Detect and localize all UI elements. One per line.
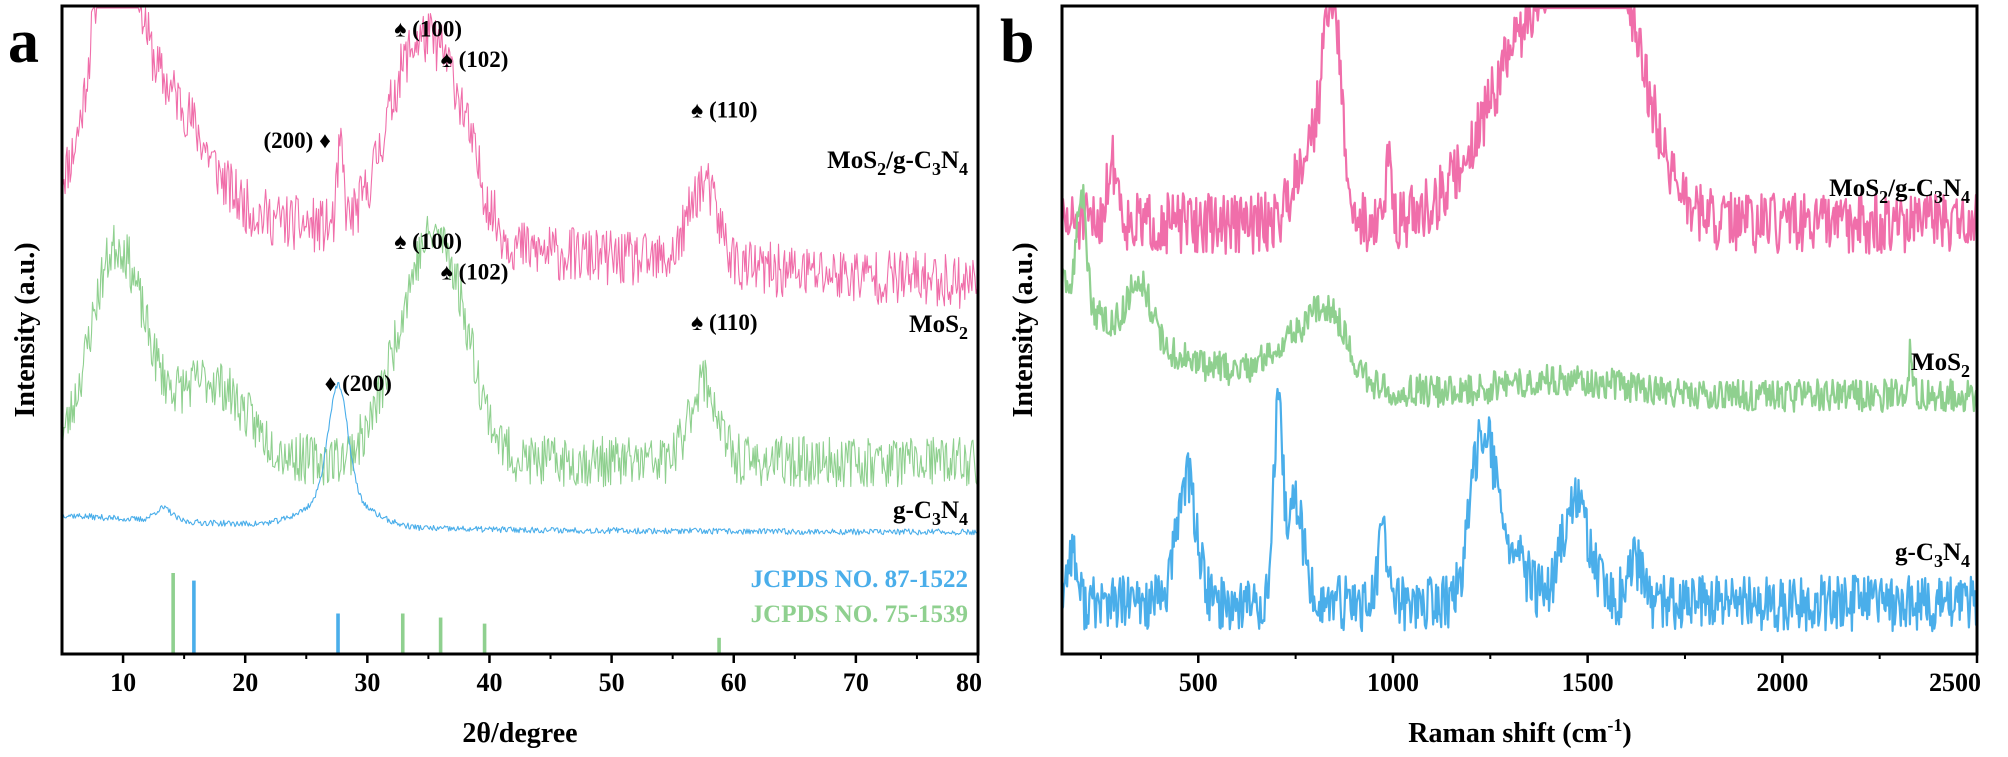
panel-a-label-mos2: MoS2 <box>909 311 968 343</box>
panel-b-raman: b 500 1000 1500 2000 2500 Intensity (a.u.) R… <box>1000 4 1981 749</box>
panel-a-ref-bar--87-1522-15.8 <box>192 580 196 654</box>
panel-a-label-gc3n4: g-C3N4 <box>893 497 968 529</box>
panel-a-frame <box>60 4 980 656</box>
panel-a-ref-bar--87-1522-27.6 <box>336 613 340 654</box>
panel-b-series-line-g-c3n4 <box>1060 387 1979 633</box>
panel-a-peak-annotation-6: ♠ (110) <box>691 310 758 335</box>
panel-a-ref-bar--75-1539-36 <box>438 617 443 654</box>
panel-a-x-tick-label-80: 80 <box>956 668 982 697</box>
panel-b-x-tick-label-1500: 1500 <box>1562 668 1614 697</box>
panel-a-series-line-g-c3n4 <box>61 381 979 536</box>
panel-a-ref-bar--75-1539-14.1 <box>171 573 175 654</box>
panel-a-peak-annotation-2: (200) ♦ <box>264 128 331 153</box>
panel-a-x-axis-title: 2θ/degree <box>462 718 577 749</box>
panel-a-ref-bar--75-1539-32.9 <box>400 613 405 654</box>
panel-b-label-mos2: MoS2 <box>1911 349 1970 381</box>
panel-b-frame <box>1060 4 1979 656</box>
panel-a-peak-annotation-1: ♠ (102) <box>441 47 509 72</box>
panel-a-ref-bar--75-1539-58.8 <box>717 637 721 654</box>
panel-b-x-ticks: 500 1000 1500 2000 2500 <box>1099 654 1981 697</box>
panel-b-x-tick-label-2000: 2000 <box>1756 668 1808 697</box>
panel-b-series-line-mos2-g-c3n4 <box>1060 6 1979 255</box>
panel-a-x-tick-label-60: 60 <box>721 668 747 697</box>
panel-a-label-mos2-gc3n4: MoS2/g-C3N4 <box>827 147 968 179</box>
panel-a-reference-bars <box>171 573 721 654</box>
panel-b-x-axis-title: Raman shift (cm-1) <box>1408 715 1631 749</box>
panel-b-series-line-mos2 <box>1060 183 1979 413</box>
panel-b-y-axis-title: Intensity (a.u.) <box>1008 242 1039 417</box>
panel-a-series-line-mos2 <box>61 215 979 488</box>
panel-a-xrd: a ♠ (100)♠ (102)(200) ♦♠ (110)♠ (100)♠ (… <box>8 4 982 749</box>
panel-a-peak-annotation-7: ♦ (200) <box>325 371 392 396</box>
panel-a-x-tick-label-30: 30 <box>354 668 380 697</box>
panel-a-x-tick-label-40: 40 <box>476 668 502 697</box>
panel-a-ref-label-jcpds-87-1522: JCPDS NO. 87-1522 <box>751 566 968 593</box>
panel-a-annotations: ♠ (100) ♠ (102) (200) ♦ ♠ (110) ♠ (100) ♠ (10… <box>264 16 758 395</box>
panel-b-x-tick-label-2500: 2500 <box>1929 668 1981 697</box>
panel-b-label-mos2-gc3n4: MoS2/g-C3N4 <box>1829 175 1970 207</box>
panel-a-x-tick-label-70: 70 <box>843 668 869 697</box>
panel-a-x-ticks: 10 20 30 40 50 60 70 80 <box>110 654 982 697</box>
panel-a-ref-label-jcpds-75-1539: JCPDS NO. 75-1539 <box>751 601 968 628</box>
panel-b-x-tick-label-1000: 1000 <box>1367 668 1419 697</box>
panel-a-x-tick-label-10: 10 <box>110 668 136 697</box>
panel-a-x-tick-label-50: 50 <box>599 668 625 697</box>
panel-b-x-tick-label-500: 500 <box>1179 668 1218 697</box>
panel-a-letter: a <box>8 8 39 76</box>
panel-a-peak-annotation-3: ♠ (110) <box>691 97 758 122</box>
panel-a-series-line-mos2-g-c3n4 <box>61 7 979 309</box>
panel-a-x-tick-label-20: 20 <box>232 668 258 697</box>
panel-a-peak-annotation-4: ♠ (100) <box>394 229 462 254</box>
panel-a-series-group <box>61 7 979 536</box>
panel-b-letter: b <box>1000 8 1034 76</box>
panel-b-label-gc3n4: g-C3N4 <box>1895 539 1970 571</box>
panel-a-peak-annotation-5: ♠ (102) <box>441 259 509 284</box>
panel-a-peak-annotation-0: ♠ (100) <box>394 16 462 41</box>
panel-a-ref-bar--75-1539-39.6 <box>482 623 487 654</box>
panel-b-series-group <box>1060 6 1979 633</box>
panel-a-y-axis-title: Intensity (a.u.) <box>10 242 41 417</box>
